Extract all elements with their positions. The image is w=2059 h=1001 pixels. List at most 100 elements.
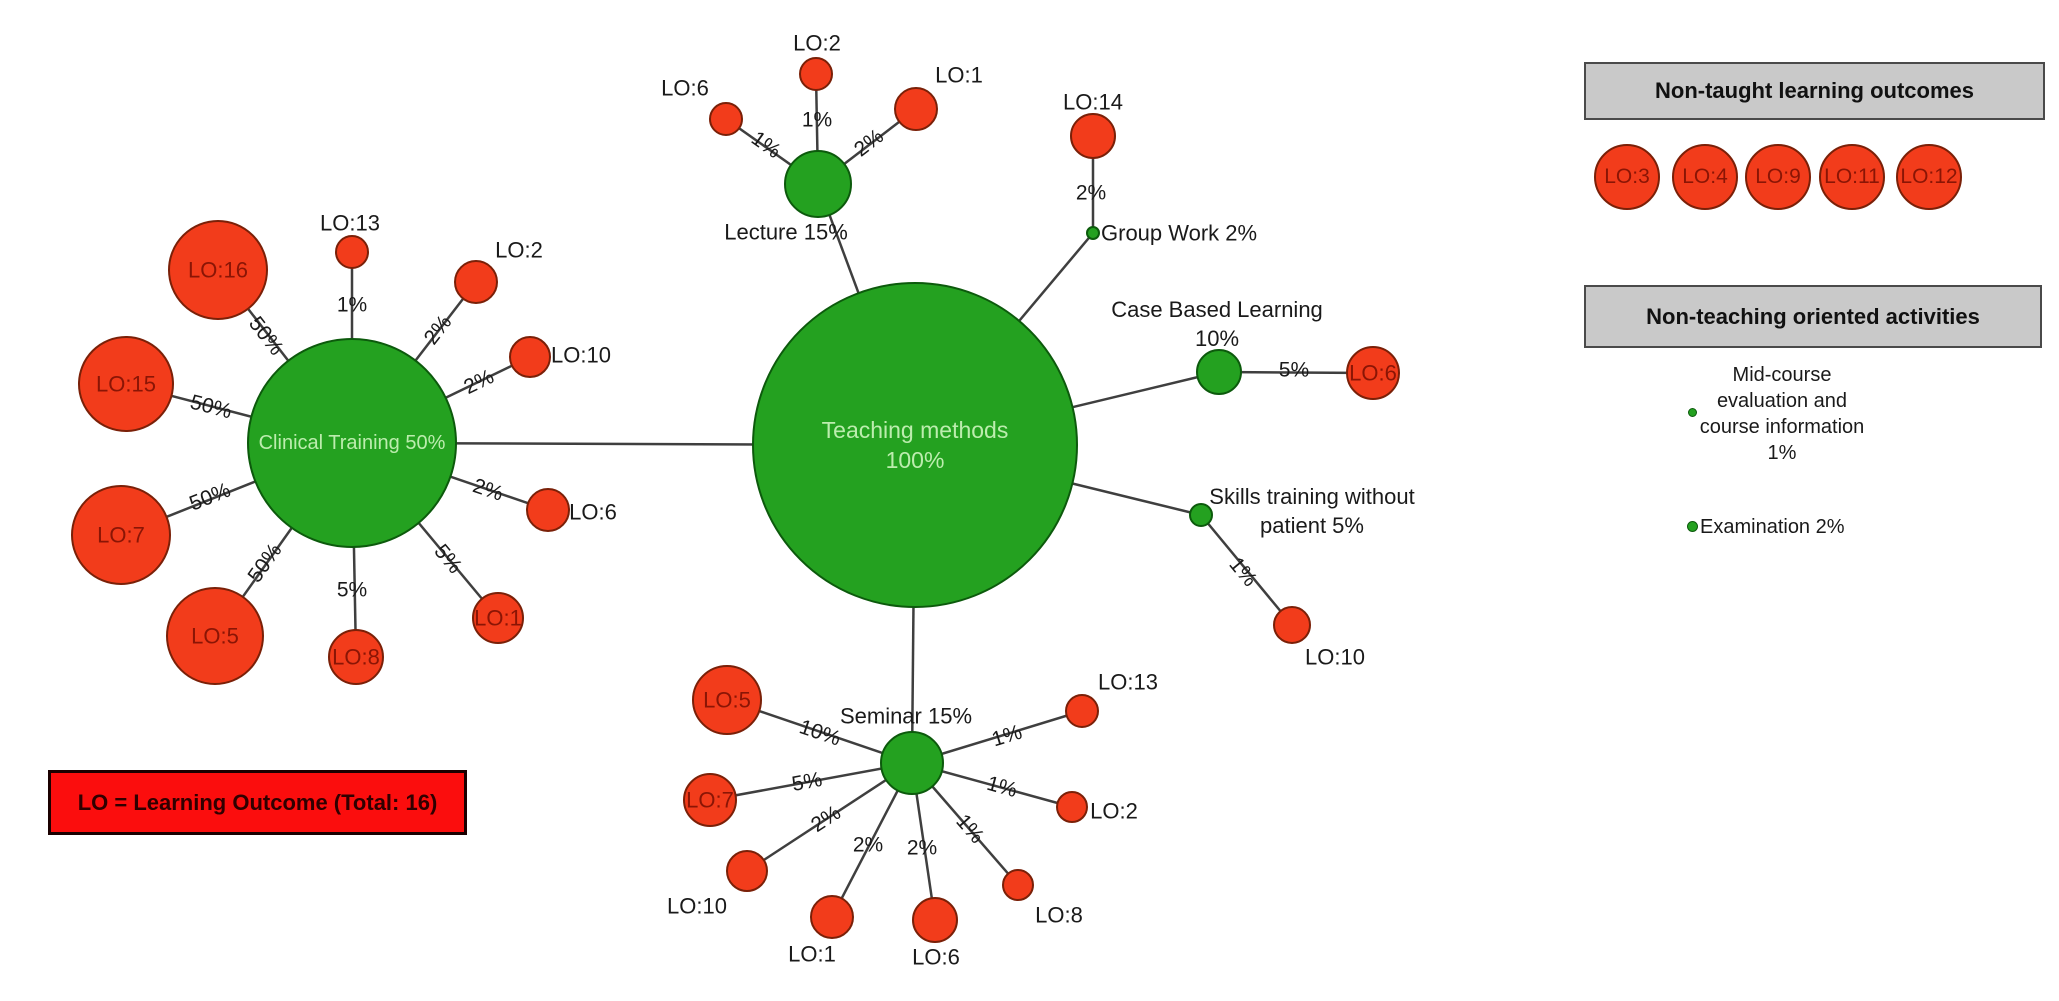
node-sem_lo6-ext-label: LO:6 xyxy=(912,945,960,970)
node-cbl-ext-label: Case Based Learning xyxy=(1111,297,1323,322)
edge-label-sem-sem_lo5: 10% xyxy=(796,715,843,750)
edge-label-lec-lec_lo2: 1% xyxy=(802,109,832,132)
legend-non-taught-title: Non-taught learning outcomes xyxy=(1655,78,1974,103)
node-cbl_lo6-label: LO:6 xyxy=(1349,361,1397,386)
examination-activity-dot xyxy=(1687,521,1698,532)
edge-label-stw-stw_lo10: 1% xyxy=(1224,553,1261,591)
node-tm-label: Teaching methods xyxy=(822,417,1009,443)
edge-label-cbl-cbl_lo6: 5% xyxy=(1279,358,1310,381)
node-ct_lo15-circle xyxy=(78,336,174,432)
edge-label-sem-sem_lo10: 2% xyxy=(807,801,845,837)
node-ct-circle xyxy=(247,338,457,548)
node-ct-label: Clinical Training 50% xyxy=(259,432,446,454)
node-ct_lo1-circle xyxy=(472,592,524,644)
node-sem_lo2-ext-label: LO:2 xyxy=(1090,799,1138,824)
examination-label: Examination 2% xyxy=(1700,516,1845,538)
legend-outcome-circle: LO:11 xyxy=(1819,144,1885,210)
node-ct_lo10-circle xyxy=(509,336,551,378)
node-stw_lo10-ext-label: LO:10 xyxy=(1305,645,1365,670)
node-lec_lo2-ext-label: LO:2 xyxy=(793,31,841,56)
node-sem_lo6-circle xyxy=(912,897,958,943)
node-gw_lo14-circle xyxy=(1070,113,1116,159)
node-ct_lo8-label: LO:8 xyxy=(332,645,380,670)
edge-label-gw-gw_lo14: 2% xyxy=(1076,182,1106,205)
node-sem_lo7-circle xyxy=(683,773,737,827)
node-sem-ext-label: Seminar 15% xyxy=(840,704,972,729)
node-sem_lo5-circle xyxy=(692,665,762,735)
node-ct_lo7-circle xyxy=(71,485,171,585)
node-sem_lo10-circle xyxy=(726,850,768,892)
node-ct_lo16-circle xyxy=(168,220,268,320)
legend-outcome-circle: LO:4 xyxy=(1672,144,1738,210)
mid-course-evaluation-label: Mid-course evaluation and course informa… xyxy=(1699,364,1865,464)
node-cbl-ext-label: 10% xyxy=(1195,326,1239,351)
node-lec_lo1-ext-label: LO:1 xyxy=(935,63,983,88)
node-tm-circle xyxy=(752,282,1078,608)
node-stw-ext-label: Skills training without xyxy=(1209,484,1414,509)
node-sem_lo8-circle xyxy=(1002,869,1034,901)
node-ct_lo15-label: LO:15 xyxy=(96,372,156,397)
node-stw_lo10-circle xyxy=(1273,606,1311,644)
node-gw-ext-label: Group Work 2% xyxy=(1101,221,1257,246)
edge-label-ct-ct_lo8: 5% xyxy=(337,579,367,602)
node-cbl-circle xyxy=(1196,349,1242,395)
legend-outcome-circle: LO:9 xyxy=(1745,144,1811,210)
edge-label-ct-ct_lo7: 50% xyxy=(186,479,234,516)
edge-label-sem-sem_lo7: 5% xyxy=(790,768,824,796)
edge-label-ct-ct_lo10: 2% xyxy=(460,365,497,399)
node-ct_lo6-ext-label: LO:6 xyxy=(569,500,617,525)
legend-non-teaching-title: Non-teaching oriented activities xyxy=(1646,303,1980,329)
legend-outcome-label: LO:3 xyxy=(1604,165,1650,188)
edge-label-sem-sem_lo13: 1% xyxy=(989,721,1025,752)
node-lec_lo6-ext-label: LO:6 xyxy=(661,76,709,101)
node-sem_lo10-ext-label: LO:10 xyxy=(667,894,727,919)
legend-outcome-circle: LO:12 xyxy=(1896,144,1962,210)
node-ct_lo5-circle xyxy=(166,587,264,685)
learning-outcome-note-text: LO = Learning Outcome (Total: 16) xyxy=(77,789,438,815)
node-ct_lo16-label: LO:16 xyxy=(188,258,248,283)
node-sem_lo8-ext-label: LO:8 xyxy=(1035,903,1083,928)
legend-outcome-label: LO:9 xyxy=(1755,165,1801,188)
node-cbl_lo6-circle xyxy=(1346,346,1400,400)
node-ct_lo7-label: LO:7 xyxy=(97,523,145,548)
mid-course-activity-dot xyxy=(1688,408,1697,417)
node-sem_lo1-ext-label: LO:1 xyxy=(788,942,836,967)
node-ct_lo13-ext-label: LO:13 xyxy=(320,211,380,236)
node-ct_lo8-circle xyxy=(328,629,384,685)
node-lec-ext-label: Lecture 15% xyxy=(724,220,848,245)
node-ct_lo2-ext-label: LO:2 xyxy=(495,238,543,263)
legend-non-taught-header: Non-taught learning outcomes xyxy=(1584,62,2045,120)
node-lec_lo2-circle xyxy=(799,57,833,91)
node-ct_lo1-label: LO:1 xyxy=(474,606,522,631)
edge-label-ct-ct_lo15: 50% xyxy=(188,391,234,424)
node-sem_lo1-circle xyxy=(810,895,854,939)
node-sem_lo13-ext-label: LO:13 xyxy=(1098,670,1158,695)
edge-label-ct-ct_lo6: 2% xyxy=(470,474,506,506)
node-sem_lo5-label: LO:5 xyxy=(703,688,751,713)
edge-label-sem-sem_lo6: 2% xyxy=(907,837,937,860)
node-stw-circle xyxy=(1189,503,1213,527)
node-ct_lo6-circle xyxy=(526,488,570,532)
legend-outcome-label: LO:4 xyxy=(1682,165,1728,188)
node-tm-label: 100% xyxy=(886,447,945,473)
node-lec-circle xyxy=(784,150,852,218)
legend-outcome-circle: LO:3 xyxy=(1594,144,1660,210)
edge-label-sem-sem_lo2: 1% xyxy=(984,772,1019,802)
node-sem_lo2-circle xyxy=(1056,791,1088,823)
node-gw-circle xyxy=(1086,226,1100,240)
edge-stw-stw_lo10 xyxy=(1200,514,1293,626)
node-ct_lo2-circle xyxy=(454,260,498,304)
node-sem-circle xyxy=(880,731,944,795)
edge-label-ct-ct_lo13: 1% xyxy=(337,294,367,317)
node-gw_lo14-ext-label: LO:14 xyxy=(1063,90,1123,115)
node-sem_lo7-label: LO:7 xyxy=(686,788,734,813)
node-ct_lo5-label: LO:5 xyxy=(191,624,239,649)
node-lec_lo6-circle xyxy=(709,102,743,136)
node-stw-ext-label: patient 5% xyxy=(1260,513,1364,538)
learning-outcome-note-box: LO = Learning Outcome (Total: 16) xyxy=(48,770,467,835)
legend-outcome-label: LO:11 xyxy=(1824,165,1880,188)
node-ct_lo10-ext-label: LO:10 xyxy=(551,343,611,368)
edge-sem-sem_lo10 xyxy=(746,761,913,873)
